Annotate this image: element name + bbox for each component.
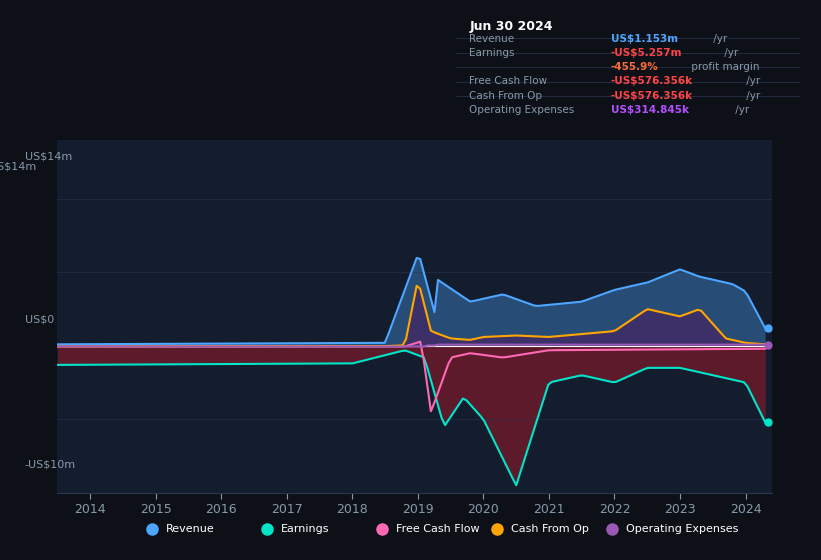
Text: -US$10m: -US$10m — [25, 460, 76, 470]
Text: -US$5.257m: -US$5.257m — [611, 48, 682, 58]
Text: Jun 30 2024: Jun 30 2024 — [470, 20, 553, 33]
Text: Free Cash Flow: Free Cash Flow — [470, 76, 548, 86]
Text: Cash From Op: Cash From Op — [511, 524, 589, 534]
Text: US$14m: US$14m — [0, 162, 36, 172]
Text: /yr: /yr — [743, 91, 760, 101]
Text: /yr: /yr — [743, 76, 760, 86]
Text: Operating Expenses: Operating Expenses — [626, 524, 738, 534]
Text: US$314.845k: US$314.845k — [611, 105, 689, 115]
Text: Operating Expenses: Operating Expenses — [470, 105, 575, 115]
Text: /yr: /yr — [721, 48, 738, 58]
Text: Revenue: Revenue — [470, 34, 515, 44]
Text: US$0: US$0 — [25, 314, 54, 324]
Text: -US$576.356k: -US$576.356k — [611, 76, 693, 86]
Text: US$1.153m: US$1.153m — [611, 34, 678, 44]
Text: -US$576.356k: -US$576.356k — [611, 91, 693, 101]
Text: Cash From Op: Cash From Op — [470, 91, 543, 101]
Text: Earnings: Earnings — [281, 524, 330, 534]
Text: US$14m: US$14m — [25, 152, 72, 162]
Text: -455.9%: -455.9% — [611, 62, 658, 72]
Text: Free Cash Flow: Free Cash Flow — [397, 524, 479, 534]
Text: Revenue: Revenue — [166, 524, 215, 534]
Text: /yr: /yr — [710, 34, 727, 44]
Text: Earnings: Earnings — [470, 48, 515, 58]
Text: profit margin: profit margin — [688, 62, 759, 72]
Text: /yr: /yr — [732, 105, 750, 115]
